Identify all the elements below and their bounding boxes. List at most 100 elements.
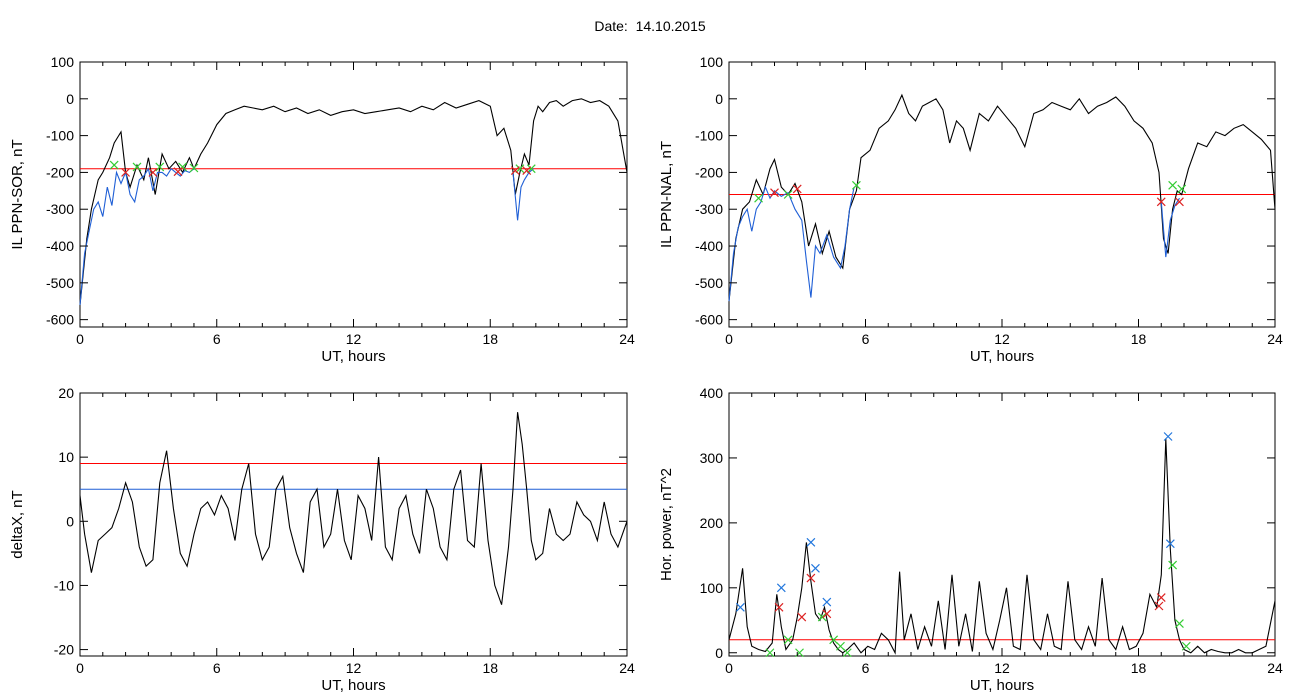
blue-marker [806,537,816,547]
series-line-0 [79,98,628,305]
x-tick-label: 6 [213,660,221,676]
x-tick-label: 24 [1267,331,1283,347]
date-value: 14.10.2015 [635,18,706,34]
x-axis-label: UT, hours [970,677,1034,694]
red-marker [121,167,131,177]
series-line-2 [512,168,534,221]
y-tick-label: -600 [46,312,74,328]
series-line-0 [79,412,628,605]
x-tick-label: 12 [346,660,362,676]
green-marker [1175,619,1184,628]
green-marker [132,162,142,172]
blue-marker [1165,539,1175,549]
y-tick-label: 0 [66,91,74,107]
red-marker [1156,593,1166,602]
x-tick-label: 18 [482,660,498,676]
y-tick-label: -600 [695,312,723,328]
y-tick-label: 300 [700,450,724,466]
green-marker [765,648,775,658]
x-tick-label: 6 [862,660,870,676]
green-marker [851,180,861,190]
x-tick-label: 18 [1131,660,1147,676]
red-marker [797,612,807,622]
y-tick-label: 20 [58,385,74,401]
red-marker [510,166,520,176]
green-marker [754,193,763,203]
green-marker [783,190,793,199]
x-tick-label: 6 [862,331,870,347]
blue-marker [822,597,832,607]
x-axis-label: UT, hours [321,348,385,365]
x-tick-label: 18 [482,331,498,347]
green-marker [189,163,199,173]
red-marker [522,166,532,176]
red-marker [1175,197,1184,207]
x-tick-label: 24 [1267,660,1283,676]
green-marker [526,164,536,174]
x-tick-label: 0 [76,331,84,347]
plot-frame [79,61,628,328]
green-marker [155,162,165,172]
y-tick-label: -300 [46,201,74,217]
green-marker [1181,641,1191,651]
blue-marker [1163,432,1173,441]
green-marker [783,635,793,645]
series-line-1 [79,167,195,305]
green-marker [1177,184,1187,194]
series-line-0 [728,438,1276,655]
x-tick-label: 6 [213,331,221,347]
plot-frame [728,392,1276,657]
y-tick-label: 400 [700,385,724,401]
y-tick-label: -100 [695,128,723,144]
y-axis-label: deltaX, nT [9,490,26,558]
y-tick-label: 200 [700,515,724,531]
x-tick-label: 0 [725,660,733,676]
red-marker [822,609,832,619]
x-tick-label: 24 [619,660,635,676]
blue-marker [776,583,786,593]
y-tick-label: 100 [700,580,724,596]
red-marker [792,184,802,194]
series-line-2 [1160,197,1180,258]
series-line-0 [728,93,1276,302]
y-tick-label: 10 [58,449,74,465]
y-axis-label: Hor. power, nT^2 [658,468,675,581]
y-tick-label: -100 [46,128,74,144]
y-tick-label: -200 [695,164,723,180]
y-tick-label: 0 [66,513,74,529]
y-tick-label: -10 [54,577,74,593]
y-tick-label: -20 [54,642,74,658]
x-axis-label: UT, hours [321,677,385,694]
blue-marker [735,602,745,612]
y-tick-label: 100 [51,54,75,70]
x-tick-label: 18 [1131,331,1147,347]
y-tick-label: -500 [46,275,74,291]
y-tick-label: 0 [715,91,723,107]
y-tick-label: -300 [695,201,723,217]
green-marker [1168,560,1178,570]
y-tick-label: 0 [715,645,723,661]
red-marker [770,188,779,198]
x-axis-label: UT, hours [970,348,1034,365]
y-tick-label: -500 [695,275,723,291]
green-marker [1168,180,1178,190]
x-tick-label: 0 [76,660,84,676]
red-marker [148,167,158,177]
green-marker [109,160,119,170]
red-marker [173,167,183,177]
x-tick-label: 12 [994,660,1010,676]
y-tick-label: -400 [695,238,723,254]
y-axis-label: IL PPN-NAL, nT [658,141,675,248]
green-marker [842,648,852,658]
y-tick-label: 100 [700,54,724,70]
series-line-1 [728,185,855,302]
plot-frame [79,392,628,657]
x-tick-label: 0 [725,331,733,347]
y-axis-label: IL PPN-SOR, nT [9,139,26,249]
date-label: Date: [594,18,628,34]
green-marker [515,164,525,174]
x-tick-label: 12 [346,331,362,347]
red-marker [806,573,816,583]
